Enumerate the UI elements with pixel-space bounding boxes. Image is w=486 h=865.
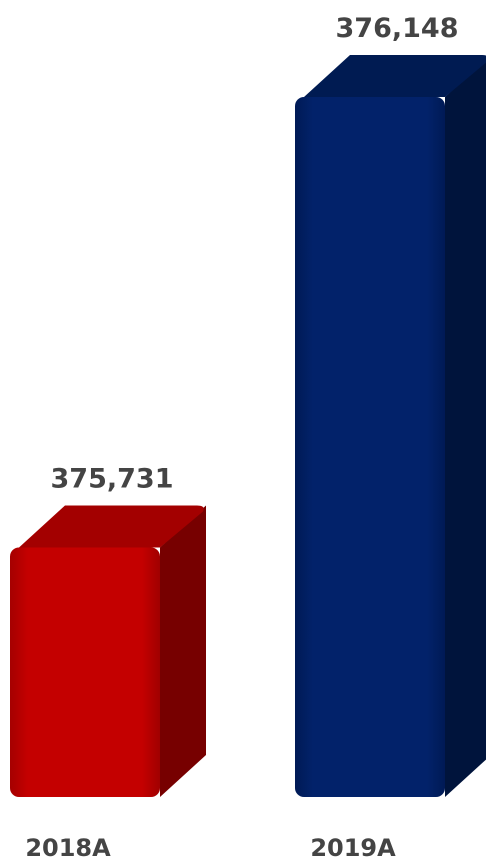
category-label-2018A: 2018A xyxy=(25,834,111,862)
bar-side-face xyxy=(445,59,486,797)
data-label-2019A: 376,148 xyxy=(336,13,459,44)
data-label-2018A: 375,731 xyxy=(51,463,174,494)
bar-top-face xyxy=(304,55,486,97)
bar-top-face xyxy=(19,505,204,548)
bar-front-face xyxy=(10,547,160,797)
bar-2018A xyxy=(10,505,206,797)
bar-2019A xyxy=(295,55,486,797)
category-label-2019A: 2019A xyxy=(310,834,396,862)
bar-front-face xyxy=(295,97,445,797)
bar-side-face xyxy=(160,505,206,797)
